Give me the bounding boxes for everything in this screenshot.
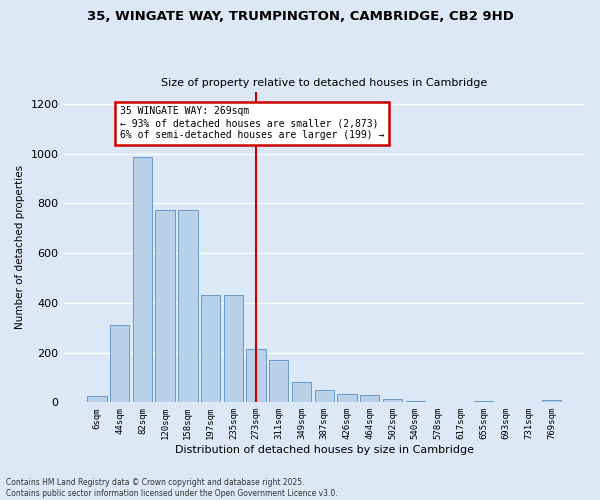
Y-axis label: Number of detached properties: Number of detached properties <box>15 165 25 329</box>
X-axis label: Distribution of detached houses by size in Cambridge: Distribution of detached houses by size … <box>175 445 474 455</box>
Bar <box>406 401 425 402</box>
Bar <box>87 396 107 402</box>
Bar <box>110 326 130 402</box>
Bar <box>247 349 266 403</box>
Bar <box>474 401 493 402</box>
Text: 35, WINGATE WAY, TRUMPINGTON, CAMBRIDGE, CB2 9HD: 35, WINGATE WAY, TRUMPINGTON, CAMBRIDGE,… <box>86 10 514 23</box>
Title: Size of property relative to detached houses in Cambridge: Size of property relative to detached ho… <box>161 78 487 88</box>
Bar <box>383 399 402 402</box>
Bar <box>178 210 197 402</box>
Bar <box>133 158 152 402</box>
Text: Contains HM Land Registry data © Crown copyright and database right 2025.
Contai: Contains HM Land Registry data © Crown c… <box>6 478 338 498</box>
Bar <box>201 296 220 403</box>
Bar <box>292 382 311 402</box>
Bar <box>314 390 334 402</box>
Text: 35 WINGATE WAY: 269sqm
← 93% of detached houses are smaller (2,873)
6% of semi-d: 35 WINGATE WAY: 269sqm ← 93% of detached… <box>119 106 384 140</box>
Bar <box>542 400 561 402</box>
Bar <box>360 396 379 402</box>
Bar <box>155 210 175 402</box>
Bar <box>269 360 289 403</box>
Bar <box>224 296 243 403</box>
Bar <box>337 394 356 402</box>
